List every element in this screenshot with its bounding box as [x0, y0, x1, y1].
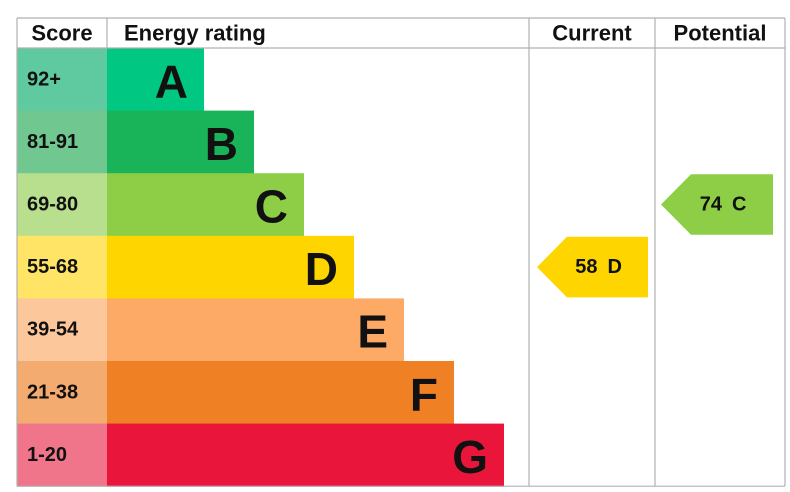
score-cell	[17, 423, 107, 487]
score-cell	[17, 48, 107, 112]
score-label: 92+	[27, 68, 61, 90]
header-rating: Energy rating	[124, 21, 266, 46]
potential-value: 74	[700, 194, 723, 216]
header-potential: Potential	[674, 21, 767, 46]
score-label: 55-68	[27, 256, 78, 278]
score-label: 39-54	[27, 319, 79, 341]
rating-letter: A	[155, 55, 188, 107]
current-arrow	[537, 236, 648, 298]
rating-bar	[107, 173, 304, 237]
rating-letter: D	[305, 243, 338, 295]
rating-bar	[107, 423, 504, 487]
current-value: 58	[575, 256, 597, 278]
score-cell	[17, 361, 107, 425]
rating-bar	[107, 235, 354, 299]
current-rating: D	[608, 256, 622, 278]
rating-letter: C	[255, 181, 288, 233]
rating-bar	[107, 48, 204, 112]
rating-bar	[107, 298, 404, 362]
rating-letter: G	[452, 431, 488, 483]
score-label: 21-38	[27, 381, 78, 403]
potential-arrow	[661, 174, 773, 235]
score-label: 69-80	[27, 194, 78, 216]
header-score: Score	[31, 21, 92, 46]
rating-bar	[107, 361, 454, 425]
score-cell	[17, 298, 107, 362]
score-cell	[17, 173, 107, 237]
rating-letter: B	[205, 118, 238, 170]
header-current: Current	[552, 21, 632, 46]
rating-letter: E	[357, 306, 388, 358]
rating-bar	[107, 110, 254, 174]
rating-letter: F	[410, 368, 438, 420]
potential-rating: C	[732, 194, 746, 216]
score-cell	[17, 110, 107, 174]
score-label: 81-91	[27, 131, 78, 153]
score-cell	[17, 235, 107, 299]
score-label: 1-20	[27, 444, 67, 466]
